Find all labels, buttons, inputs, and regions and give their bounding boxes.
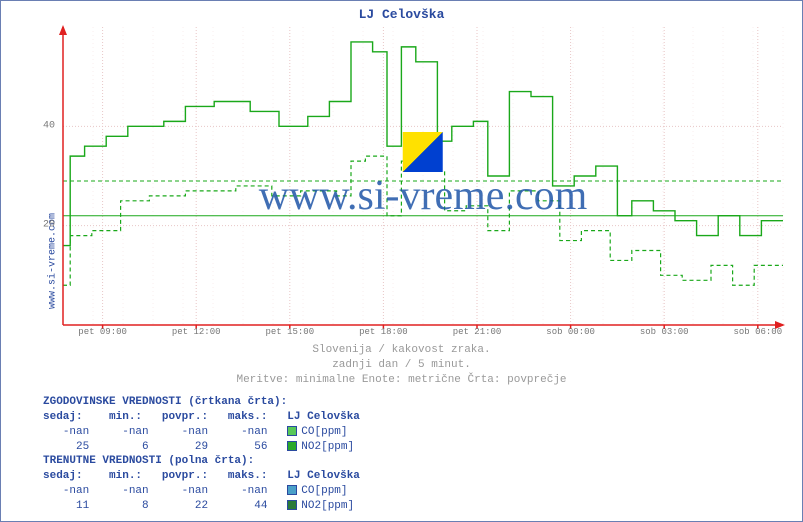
- data-tables: ZGODOVINSKE VREDNOSTI (črtkana črta): se…: [43, 395, 360, 514]
- chart-svg: [63, 27, 783, 325]
- x-axis-labels: pet 09:00 pet 12:00 pet 15:00 pet 18:00 pet …: [63, 327, 783, 341]
- ytick-20: 20: [43, 220, 55, 231]
- xtick-label: pet 18:00: [359, 327, 408, 337]
- curr-no2-row: 11 8 22 44 NO2[ppm]: [43, 499, 360, 514]
- xtick-label: pet 12:00: [172, 327, 221, 337]
- chart-subtitle: Slovenija / kakovost zraka. zadnji dan /…: [1, 343, 802, 388]
- swatch-icon: [287, 500, 297, 510]
- hdr-sedaj: sedaj:: [43, 411, 83, 423]
- subtitle-line3: Meritve: minimalne Enote: metrične Črta:…: [1, 373, 802, 388]
- hist-no2-row: 25 6 29 56 NO2[ppm]: [43, 440, 360, 455]
- chart-frame: www.si-vreme.com LJ Celovška 40 20 www.s…: [0, 0, 803, 522]
- table-header-row: sedaj: min.: povpr.: maks.: LJ Celovška: [43, 410, 360, 425]
- swatch-icon: [287, 441, 297, 451]
- swatch-icon: [287, 485, 297, 495]
- y-axis-labels: 40 20: [31, 27, 59, 325]
- xtick-label: pet 09:00: [78, 327, 127, 337]
- table-header-row: sedaj: min.: povpr.: maks.: LJ Celovška: [43, 469, 360, 484]
- hist-co-row: -nan -nan -nan -nan CO[ppm]: [43, 425, 360, 440]
- hdr-maks: maks.:: [228, 411, 268, 423]
- curr-co-row: -nan -nan -nan -nan CO[ppm]: [43, 484, 360, 499]
- xtick-label: sob 03:00: [640, 327, 689, 337]
- chart-title: LJ Celovška: [1, 1, 802, 22]
- hdr-min: min.:: [109, 411, 142, 423]
- xtick-label: sob 06:00: [733, 327, 782, 337]
- hist-title: ZGODOVINSKE VREDNOSTI (črtkana črta):: [43, 395, 360, 410]
- xtick-label: pet 21:00: [453, 327, 502, 337]
- xtick-label: pet 15:00: [265, 327, 314, 337]
- curr-title: TRENUTNE VREDNOSTI (polna črta):: [43, 454, 360, 469]
- hdr-station: LJ Celovška: [287, 411, 360, 423]
- hdr-povpr: povpr.:: [162, 411, 208, 423]
- subtitle-line2: zadnji dan / 5 minut.: [1, 358, 802, 373]
- swatch-icon: [287, 426, 297, 436]
- xtick-label: sob 00:00: [546, 327, 595, 337]
- ytick-40: 40: [43, 121, 55, 132]
- subtitle-line1: Slovenija / kakovost zraka.: [1, 343, 802, 358]
- plot-area: www.si-vreme.com: [63, 27, 783, 325]
